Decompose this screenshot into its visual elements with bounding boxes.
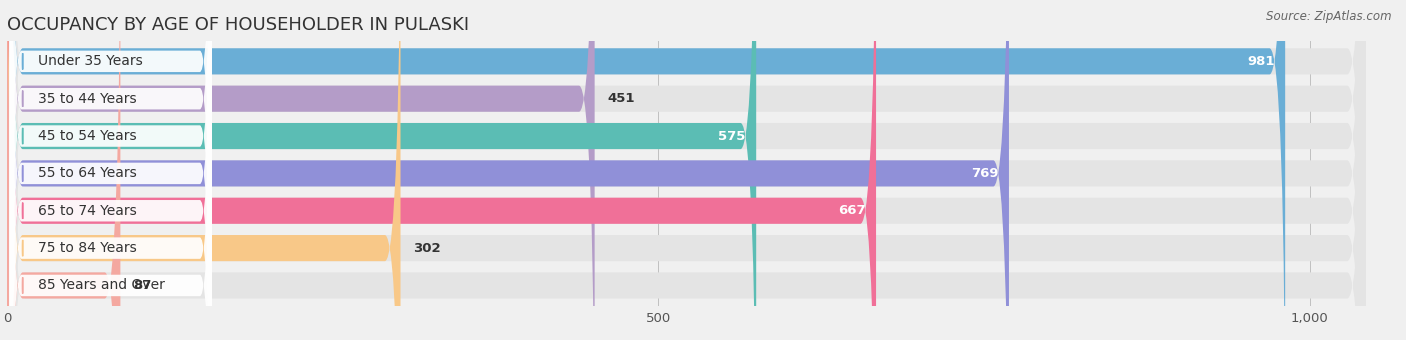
FancyBboxPatch shape	[7, 0, 121, 340]
FancyBboxPatch shape	[7, 0, 1365, 340]
Text: 65 to 74 Years: 65 to 74 Years	[38, 204, 136, 218]
FancyBboxPatch shape	[10, 0, 211, 340]
FancyBboxPatch shape	[10, 0, 211, 340]
FancyBboxPatch shape	[7, 0, 1285, 340]
FancyBboxPatch shape	[7, 0, 1010, 340]
Text: 667: 667	[838, 204, 866, 217]
Text: 302: 302	[413, 242, 441, 255]
FancyBboxPatch shape	[7, 0, 876, 340]
FancyBboxPatch shape	[7, 0, 1365, 340]
FancyBboxPatch shape	[10, 0, 211, 340]
Text: 981: 981	[1247, 55, 1275, 68]
Text: 451: 451	[607, 92, 636, 105]
FancyBboxPatch shape	[7, 0, 595, 340]
Text: 575: 575	[718, 130, 745, 142]
FancyBboxPatch shape	[7, 0, 1365, 340]
Text: 85 Years and Over: 85 Years and Over	[38, 278, 165, 292]
Text: 55 to 64 Years: 55 to 64 Years	[38, 166, 136, 181]
FancyBboxPatch shape	[10, 0, 211, 340]
FancyBboxPatch shape	[7, 0, 1365, 340]
FancyBboxPatch shape	[10, 0, 211, 340]
FancyBboxPatch shape	[7, 0, 756, 340]
Text: 45 to 54 Years: 45 to 54 Years	[38, 129, 136, 143]
FancyBboxPatch shape	[7, 0, 1365, 340]
FancyBboxPatch shape	[7, 0, 401, 340]
FancyBboxPatch shape	[7, 0, 1365, 340]
FancyBboxPatch shape	[10, 0, 211, 340]
Text: Source: ZipAtlas.com: Source: ZipAtlas.com	[1267, 10, 1392, 23]
Text: OCCUPANCY BY AGE OF HOUSEHOLDER IN PULASKI: OCCUPANCY BY AGE OF HOUSEHOLDER IN PULAS…	[7, 16, 470, 34]
Text: Under 35 Years: Under 35 Years	[38, 54, 143, 68]
FancyBboxPatch shape	[10, 0, 211, 340]
Text: 35 to 44 Years: 35 to 44 Years	[38, 92, 136, 106]
FancyBboxPatch shape	[7, 0, 1365, 340]
Text: 769: 769	[972, 167, 998, 180]
Text: 75 to 84 Years: 75 to 84 Years	[38, 241, 136, 255]
Text: 87: 87	[134, 279, 152, 292]
